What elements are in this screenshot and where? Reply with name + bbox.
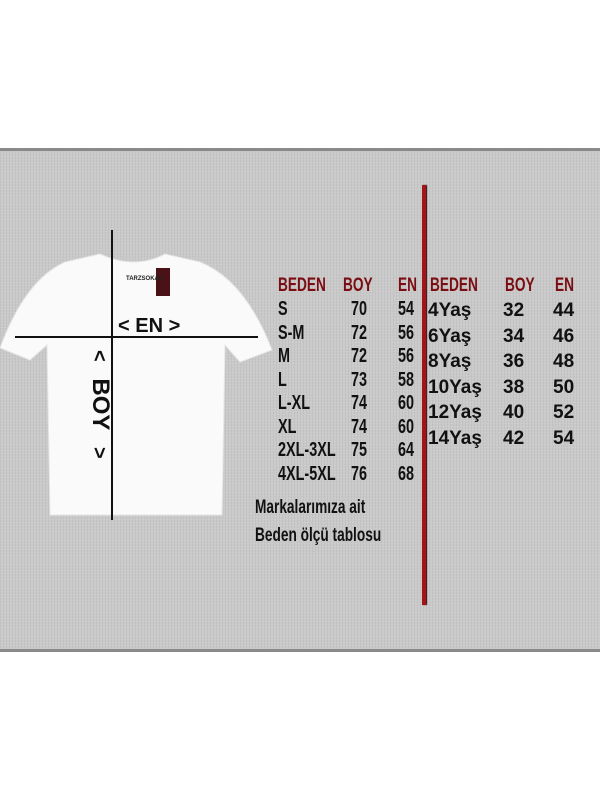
table-cell: 52 [553, 402, 575, 423]
table-cell: 34 [503, 325, 525, 347]
table-cell: XL [278, 415, 297, 438]
table-cell: M [278, 345, 291, 367]
caption-line2: Beden ölçü tablosu [255, 525, 382, 546]
table-cell: 56 [398, 345, 415, 367]
table-cell: 40 [503, 402, 525, 423]
table-cell: 4Yaş [428, 300, 472, 321]
table-cell: L [278, 368, 287, 391]
table-cell: 14Yaş [428, 427, 482, 449]
tshirt-image: TARZSOKAK [0, 253, 273, 516]
table-cell: L-XL [278, 392, 310, 414]
table-cell: 10Yaş [428, 376, 482, 398]
table-cell: 70 [351, 298, 368, 320]
table-cell: 32 [503, 300, 525, 321]
length-measure-line [111, 230, 113, 520]
length-label: < BOY > [86, 350, 114, 459]
length-arrow-bottom: > [88, 447, 110, 459]
caption-line1: Markalarımıza ait [255, 497, 366, 518]
width-measure-line [15, 336, 258, 338]
column-header: EN [398, 275, 418, 296]
table-cell: 74 [351, 415, 368, 438]
column-header: BEDEN [278, 275, 326, 296]
table-cell: 74 [351, 392, 368, 414]
column-header: BOY [343, 275, 373, 296]
table-cell: 56 [398, 321, 415, 344]
table-cell: 72 [351, 345, 368, 367]
table-cell: 8Yaş [428, 351, 472, 372]
table-cell: 73 [351, 368, 368, 391]
width-label: < EN > [118, 315, 181, 337]
background-panel [0, 148, 600, 652]
hang-tag [156, 268, 170, 296]
table-cell: 54 [398, 298, 415, 320]
length-arrow-top: < [88, 350, 110, 362]
table-cell: 46 [553, 325, 575, 347]
table-cell: 54 [553, 427, 575, 449]
table-cell: 36 [503, 351, 525, 372]
table-cell: 4XL-5XL [278, 462, 336, 485]
table-cell: S [278, 298, 288, 320]
table-cell: 60 [398, 415, 415, 438]
table-cell: 2XL-3XL [278, 439, 336, 461]
table-cell: 6Yaş [428, 325, 472, 347]
brand-label: TARZSOKAK [126, 276, 164, 282]
table-divider [422, 185, 426, 605]
table-cell: 60 [398, 392, 415, 414]
table-cell: 68 [398, 462, 415, 485]
column-header: EN [555, 275, 575, 296]
table-cell: 38 [503, 376, 525, 398]
table-cell: 48 [553, 351, 575, 372]
table-cell: 50 [553, 376, 575, 398]
table-cell: 64 [398, 439, 415, 461]
table-cell: 75 [351, 439, 368, 461]
table-cell: 44 [553, 300, 575, 321]
table-cell: 12Yaş [428, 402, 482, 423]
table-cell: S-M [278, 321, 305, 344]
table-cell: 76 [351, 462, 368, 485]
column-header: BEDEN [430, 275, 478, 296]
table-cell: 58 [398, 368, 415, 391]
table-cell: 42 [503, 427, 525, 449]
length-label-text: BOY [87, 378, 114, 431]
table-cell: 72 [351, 321, 368, 344]
column-header: BOY [505, 275, 535, 296]
